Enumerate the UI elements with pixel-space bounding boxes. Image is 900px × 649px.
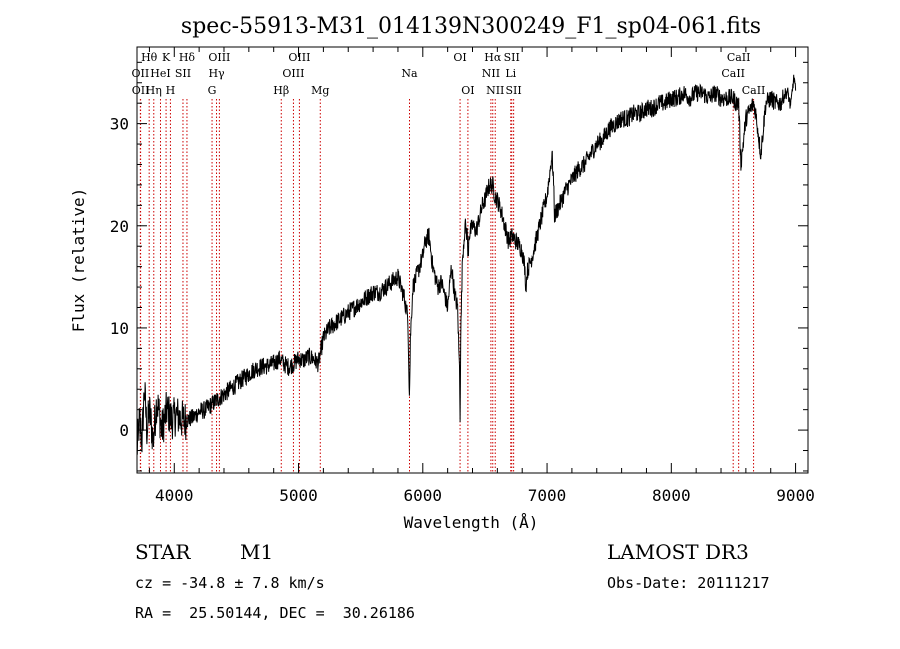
x-tick-label: 7000 — [528, 486, 567, 505]
x-tick-label: 9000 — [776, 486, 815, 505]
y-tick-label: 10 — [110, 319, 129, 338]
line-label-23: NII — [486, 84, 504, 97]
line-label-1: OII — [131, 67, 149, 80]
line-label-15: Mg — [311, 84, 329, 97]
line-label-0: Hθ — [141, 51, 158, 64]
line-label-10: Hγ — [208, 67, 225, 80]
observation-date: Obs-Date: 20111217 — [607, 574, 770, 592]
spectrum-line — [136, 74, 797, 455]
x-tick-label: 6000 — [404, 486, 443, 505]
y-tick-label: 30 — [110, 115, 129, 134]
line-label-3: K — [162, 51, 171, 64]
line-label-4: HeI — [150, 67, 170, 80]
x-tick-label: 5000 — [279, 486, 318, 505]
line-label-13: OIII — [282, 67, 304, 80]
line-label-26: CaII — [721, 67, 745, 80]
line-label-17: OI — [453, 51, 466, 64]
x-axis-label: Wavelength (Å) — [404, 513, 539, 532]
y-tick-label: 0 — [119, 421, 129, 440]
y-tick-label: 20 — [110, 217, 129, 236]
line-labels: Hθ OII OII K HeI Hη Hδ SII H OIII Hγ G OIII OIII Hβ Mg N… — [131, 51, 765, 97]
line-label-20: SII — [504, 51, 520, 64]
line-label-6: Hδ — [179, 51, 196, 64]
line-label-21: NII — [482, 67, 500, 80]
x-tick-label: 4000 — [155, 486, 194, 505]
line-label-7: SII — [175, 67, 191, 80]
ra-dec: RA = 25.50144, DEC = 30.26186 — [135, 604, 415, 622]
line-label-14: Hβ — [273, 84, 289, 97]
line-label-11: G — [208, 84, 217, 97]
line-label-18: OI — [461, 84, 474, 97]
line-label-24: SII — [506, 84, 522, 97]
y-axis: 0 10 20 30 — [110, 61, 808, 472]
line-label-5: Hη — [146, 84, 162, 97]
line-label-12: OIII — [288, 51, 310, 64]
line-label-9: OIII — [208, 51, 230, 64]
object-class: STAR — [135, 540, 191, 564]
redshift-cz: cz = -34.8 ± 7.8 km/s — [135, 574, 325, 592]
survey-name: LAMOST DR3 — [607, 540, 749, 564]
line-label-16: Na — [401, 67, 418, 80]
plot-frame — [136, 46, 809, 474]
x-axis: 4000 5000 6000 7000 8000 9000 — [148, 47, 815, 505]
line-markers — [139, 99, 755, 473]
object-subclass: M1 — [240, 540, 274, 564]
line-label-22: Li — [505, 67, 516, 80]
line-label-2: OII — [132, 84, 150, 97]
chart-title: spec-55913-M31_014139N300249_F1_sp04-061… — [181, 14, 761, 39]
line-label-19: Hα — [484, 51, 502, 64]
x-tick-label: 8000 — [652, 486, 691, 505]
line-label-25: CaII — [727, 51, 751, 64]
y-axis-label: Flux (relative) — [69, 188, 88, 333]
line-label-8: H — [166, 84, 176, 97]
line-label-27: CaII — [742, 84, 766, 97]
